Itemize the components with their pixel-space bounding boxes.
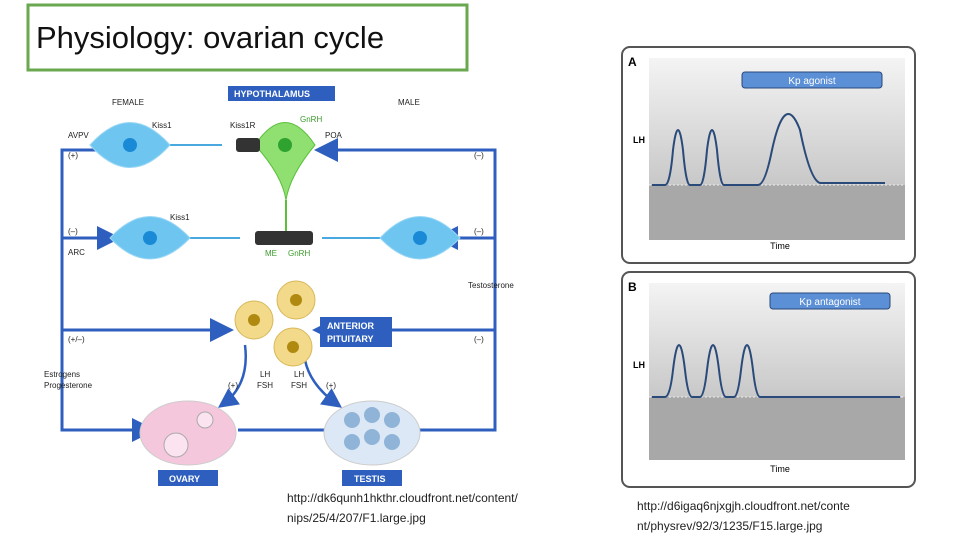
panel-letter: A (628, 55, 637, 69)
label: FSH (257, 381, 273, 390)
label: ANTERIOR (327, 321, 375, 331)
label: AVPV (68, 131, 89, 140)
label: (–) (474, 335, 484, 344)
label: Kiss1R (230, 121, 256, 130)
label: LH (294, 370, 304, 379)
label: ME (265, 249, 277, 258)
label: Testosterone (468, 281, 514, 290)
label: (–) (474, 151, 484, 160)
label: HYPOTHALAMUS (234, 89, 310, 99)
source-url: http://dk6qunh1hkthr.cloudfront.net/cont… (287, 491, 518, 505)
label: (+) (68, 151, 78, 160)
label: TESTIS (354, 474, 386, 484)
label: PITUITARY (327, 334, 374, 344)
label: (+) (228, 381, 238, 390)
label: FEMALE (112, 98, 144, 107)
source-url: nips/25/4/207/F1.large.jpg (287, 511, 426, 525)
label: POA (325, 131, 343, 140)
label: (+) (326, 381, 336, 390)
diagram-shapes (60, 138, 497, 442)
label: Progesterone (44, 381, 93, 390)
label: OVARY (169, 474, 200, 484)
label: GnRH (300, 115, 322, 124)
cells (89, 86, 461, 486)
label: ARC (68, 248, 85, 257)
label: LH (260, 370, 270, 379)
y-label: LH (633, 135, 645, 145)
label: (–) (474, 227, 484, 236)
label: (+/–) (68, 335, 85, 344)
label: Estrogens (44, 370, 80, 379)
panel-legend: Kp agonist (788, 76, 835, 87)
panel-legend: Kp antagonist (799, 297, 860, 308)
label: MALE (398, 98, 420, 107)
label: Kiss1 (170, 213, 190, 222)
x-label: Time (770, 464, 790, 474)
label: (–) (68, 227, 78, 236)
label: Kiss1 (152, 121, 172, 130)
panel-a: A Kp agonist LH Time (621, 46, 916, 264)
title: Physiology: ovarian cycle (36, 20, 384, 55)
panel-letter: B (628, 280, 637, 294)
title-box (26, 3, 469, 72)
source-url: http://d6igaq6njxgjh.cloudfront.net/cont… (637, 499, 850, 513)
x-label: Time (770, 241, 790, 251)
diagram-labels: FEMALE HYPOTHALAMUS MALE Kiss1 Kiss1R Gn… (44, 89, 514, 484)
panel-b: B Kp antagonist LH Time (621, 271, 916, 488)
label: FSH (291, 381, 307, 390)
source-url: nt/physrev/92/3/1235/F15.large.jpg (637, 519, 822, 533)
y-label: LH (633, 360, 645, 370)
label: GnRH (288, 249, 310, 258)
